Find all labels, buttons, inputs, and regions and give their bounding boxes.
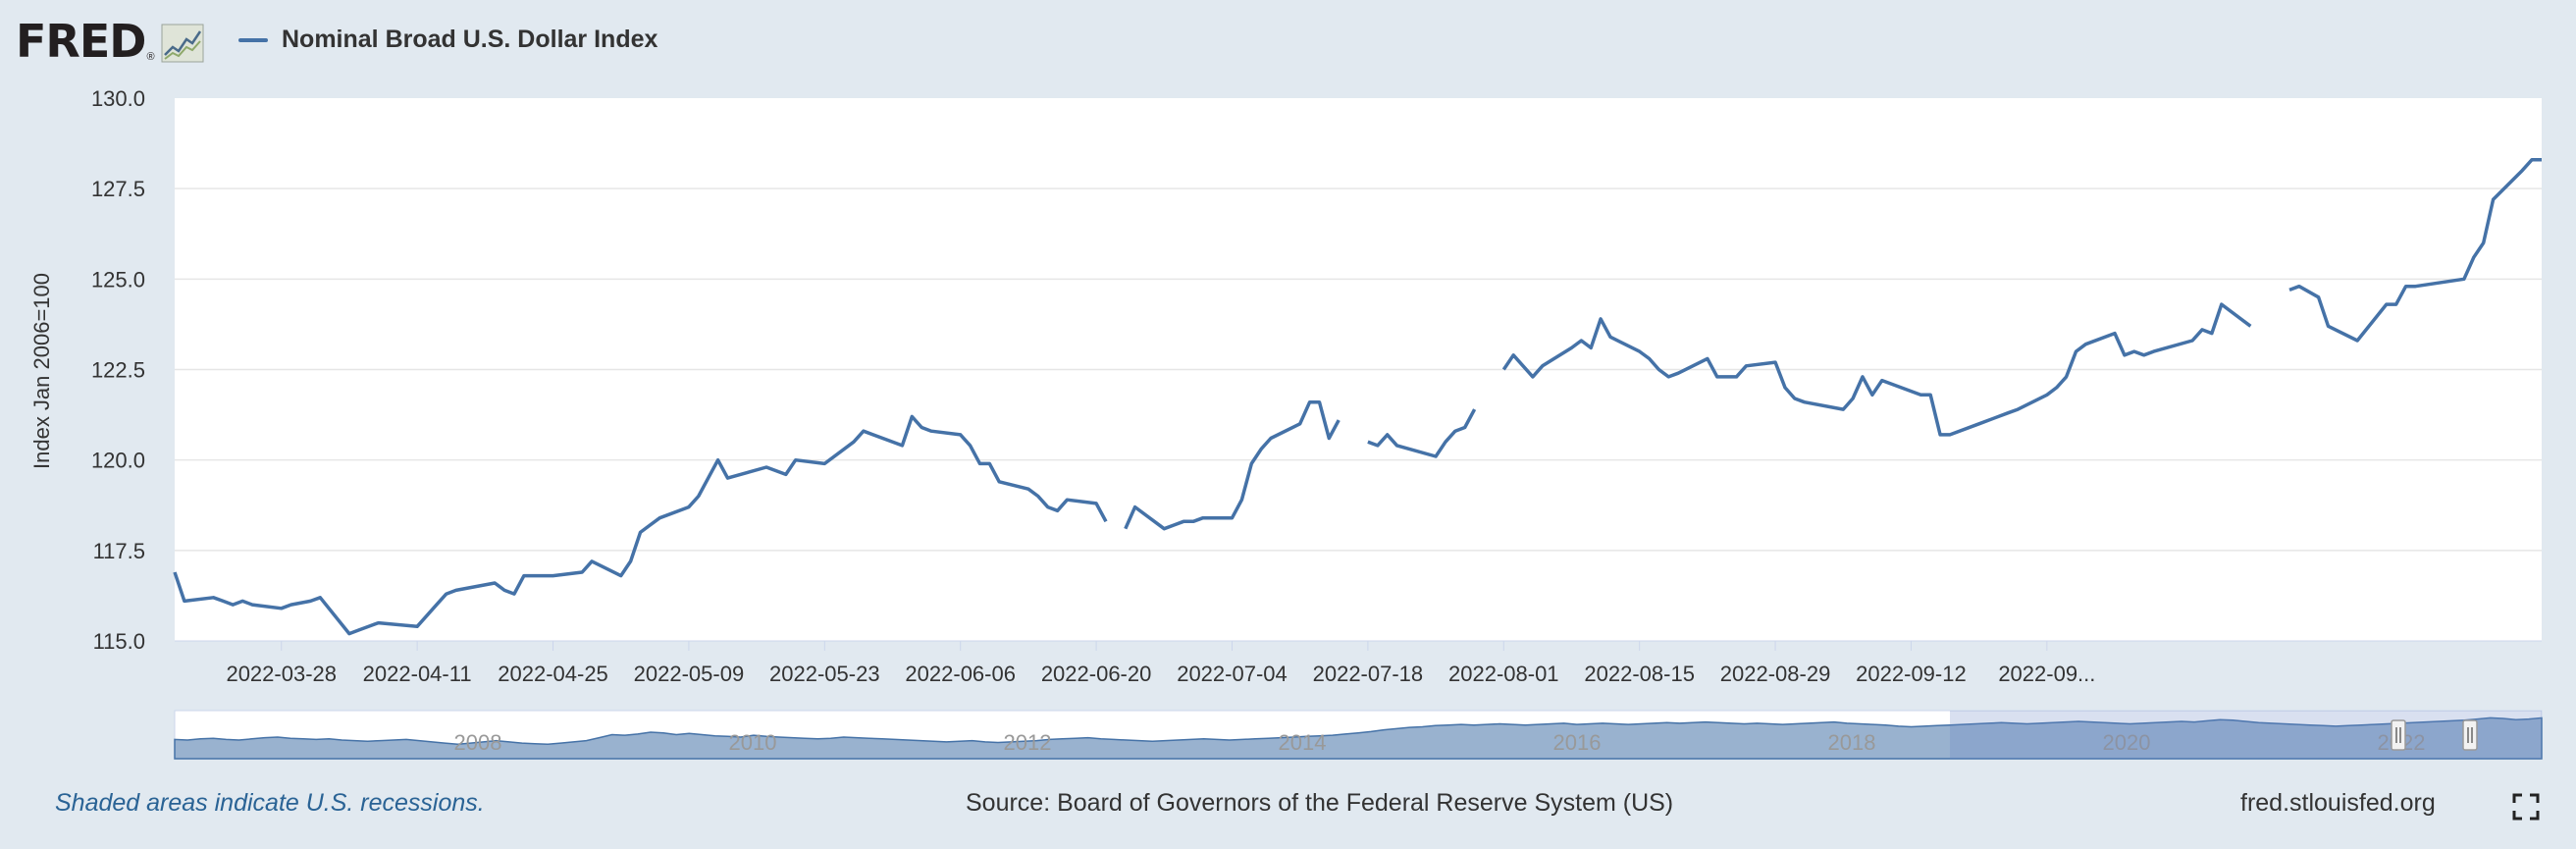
navigator-label: 2008	[454, 730, 502, 755]
series-line-segment	[1124, 399, 1341, 531]
grid-lines	[175, 187, 2542, 552]
y-tick-label: 117.5	[93, 539, 145, 563]
y-tick-label: 130.0	[91, 86, 145, 111]
y-tick-label: 120.0	[91, 449, 145, 473]
series-line-segment	[2288, 157, 2542, 343]
navigator-label: 2014	[1279, 730, 1327, 755]
navigator-label: 2012	[1004, 730, 1052, 755]
x-tick-label: 2022-07-04	[1177, 662, 1288, 686]
y-axis-ticks: 115.0 117.5 120.0 122.5 125.0 127.5 130.0	[91, 86, 145, 654]
navigator-label: 2010	[729, 730, 777, 755]
x-tick-label: 2022-09-12	[1856, 662, 1967, 686]
fullscreen-icon[interactable]	[2512, 793, 2540, 821]
site-link[interactable]: fred.stlouisfed.org	[2240, 789, 2436, 817]
x-tick-label: 2022-09...	[1998, 662, 2095, 686]
y-tick-label: 115.0	[93, 629, 145, 654]
navigator-label: 2020	[2103, 730, 2151, 755]
legend-series-label: Nominal Broad U.S. Dollar Index	[282, 26, 658, 53]
navigator-label: 2018	[1828, 730, 1876, 755]
x-tick-label: 2022-08-15	[1584, 662, 1695, 686]
series-line-segment	[1367, 408, 1477, 458]
logo-text: FRED	[16, 15, 146, 68]
navigator-handle-right[interactable]	[2462, 719, 2478, 751]
navigator-selection[interactable]	[1950, 711, 2542, 759]
registered-mark: ®	[146, 51, 155, 63]
y-tick-label: 127.5	[91, 177, 145, 201]
navigator-handle-left[interactable]	[2391, 719, 2406, 751]
line-chart: 115.0 117.5 120.0 122.5 125.0 127.5 130.0 2022…	[29, 86, 2543, 760]
x-tick-label: 2022-04-25	[498, 662, 608, 686]
x-tick-label: 2022-06-06	[905, 662, 1016, 686]
fred-logo[interactable]: FRED ®	[16, 14, 204, 69]
x-tick-label: 2022-03-28	[226, 662, 337, 686]
y-axis-label: Index Jan 2006=100	[29, 273, 54, 469]
legend[interactable]: Nominal Broad U.S. Dollar Index	[238, 26, 657, 54]
y-tick-label: 122.5	[91, 358, 145, 383]
x-axis-ticks: 2022-03-28 2022-04-11 2022-04-25 2022-05-09…	[226, 641, 2095, 686]
chart-header: FRED ® Nominal Broad U.S. Dollar Index	[0, 0, 2576, 88]
series-lines	[173, 157, 2542, 636]
x-tick-label: 2022-08-01	[1448, 662, 1559, 686]
x-tick-label: 2022-04-11	[363, 662, 472, 686]
source-text: Source: Board of Governors of the Federa…	[966, 789, 1674, 817]
x-tick-label: 2022-05-23	[769, 662, 880, 686]
recession-note: Shaded areas indicate U.S. recessions.	[55, 789, 485, 817]
x-tick-label: 2022-06-20	[1041, 662, 1152, 686]
x-tick-label: 2022-05-09	[634, 662, 745, 686]
series-line-segment	[1501, 302, 2252, 437]
x-tick-label: 2022-08-29	[1720, 662, 1831, 686]
navigator-mask	[175, 711, 1950, 759]
x-tick-label: 2022-07-18	[1313, 662, 1424, 686]
line-chart-icon	[161, 24, 204, 63]
navigator-label: 2016	[1553, 730, 1602, 755]
navigator-area	[174, 716, 2543, 760]
legend-swatch	[238, 37, 268, 42]
range-navigator[interactable]: 20082010201220142016201820202022	[174, 710, 2543, 760]
series-line-segment	[173, 414, 1108, 636]
y-tick-label: 125.0	[91, 267, 145, 292]
